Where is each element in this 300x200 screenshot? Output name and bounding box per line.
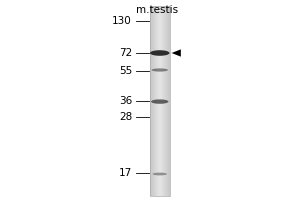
Text: 72: 72 — [119, 48, 132, 58]
Text: 28: 28 — [119, 112, 132, 122]
Bar — [167, 6, 168, 196]
Bar — [156, 6, 157, 196]
Text: m.testis: m.testis — [136, 5, 178, 15]
Bar — [160, 6, 161, 196]
Text: 17: 17 — [119, 168, 132, 178]
Bar — [151, 6, 152, 196]
Ellipse shape — [150, 50, 170, 56]
Bar — [163, 6, 164, 196]
Bar — [150, 6, 170, 196]
Bar — [161, 6, 162, 196]
Bar — [162, 6, 163, 196]
Polygon shape — [172, 49, 181, 57]
Ellipse shape — [152, 68, 168, 72]
Bar — [155, 6, 156, 196]
Bar — [159, 6, 160, 196]
Bar — [166, 6, 167, 196]
Bar — [168, 6, 169, 196]
Bar — [158, 6, 159, 196]
Text: 36: 36 — [119, 96, 132, 106]
Bar — [157, 6, 158, 196]
Ellipse shape — [151, 99, 169, 104]
Bar — [154, 6, 155, 196]
Bar — [164, 6, 165, 196]
Bar — [153, 6, 154, 196]
Bar — [152, 6, 153, 196]
Text: 55: 55 — [119, 66, 132, 76]
Text: 130: 130 — [112, 16, 132, 26]
Bar — [150, 6, 151, 196]
Bar — [165, 6, 166, 196]
Ellipse shape — [153, 173, 167, 175]
